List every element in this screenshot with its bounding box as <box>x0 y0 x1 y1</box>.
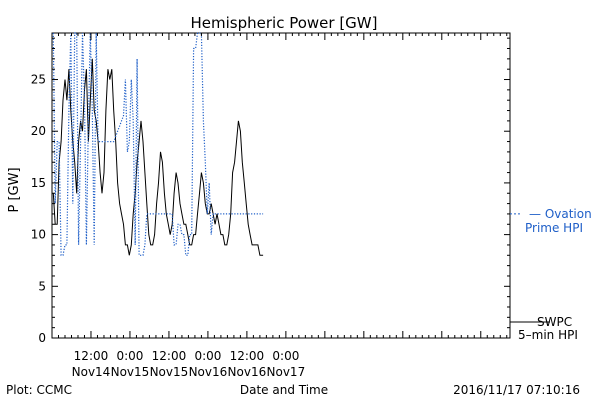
x-tick-time-label: 0:00 <box>116 349 143 363</box>
legend-swpc-label-2: 5–min HPI <box>518 328 578 342</box>
y-tick-label: 10 <box>31 228 46 242</box>
y-tick-label: 25 <box>31 73 46 87</box>
plot-area <box>51 32 511 339</box>
y-tick-label: 15 <box>31 176 46 190</box>
legend-ovation-label-2: Prime HPI <box>525 221 583 235</box>
axis-ticks: 051015202512:00Nov140:00Nov1512:00Nov150… <box>31 33 510 379</box>
x-tick-date-label: Nov14 <box>72 365 111 379</box>
footer-plot-credit: Plot: CCMC <box>6 383 72 397</box>
y-tick-label: 0 <box>38 331 46 345</box>
y-axis-label: P [GW] <box>7 167 22 212</box>
chart-title: Hemispheric Power [GW] <box>191 14 378 32</box>
y-tick-label: 20 <box>31 124 46 138</box>
x-tick-time-label: 12:00 <box>230 349 265 363</box>
x-tick-date-label: Nov16 <box>228 365 267 379</box>
legend-swpc-label: SWPC <box>537 315 572 329</box>
x-tick-date-label: Nov15 <box>111 365 150 379</box>
y-tick-label: 5 <box>38 279 46 293</box>
x-tick-time-label: 12:00 <box>74 349 109 363</box>
x-tick-time-label: 0:00 <box>194 349 221 363</box>
x-tick-time-label: 12:00 <box>152 349 187 363</box>
legend-ovation-label: — Ovation <box>529 207 592 221</box>
x-axis-label: Date and Time <box>240 383 328 397</box>
x-tick-date-label: Nov15 <box>150 365 189 379</box>
plot-frame <box>51 32 511 339</box>
footer-timestamp: 2016/11/17 07:10:16 <box>453 383 580 397</box>
x-tick-date-label: Nov16 <box>189 365 228 379</box>
x-tick-date-label: Nov17 <box>267 365 306 379</box>
x-tick-time-label: 0:00 <box>272 349 299 363</box>
